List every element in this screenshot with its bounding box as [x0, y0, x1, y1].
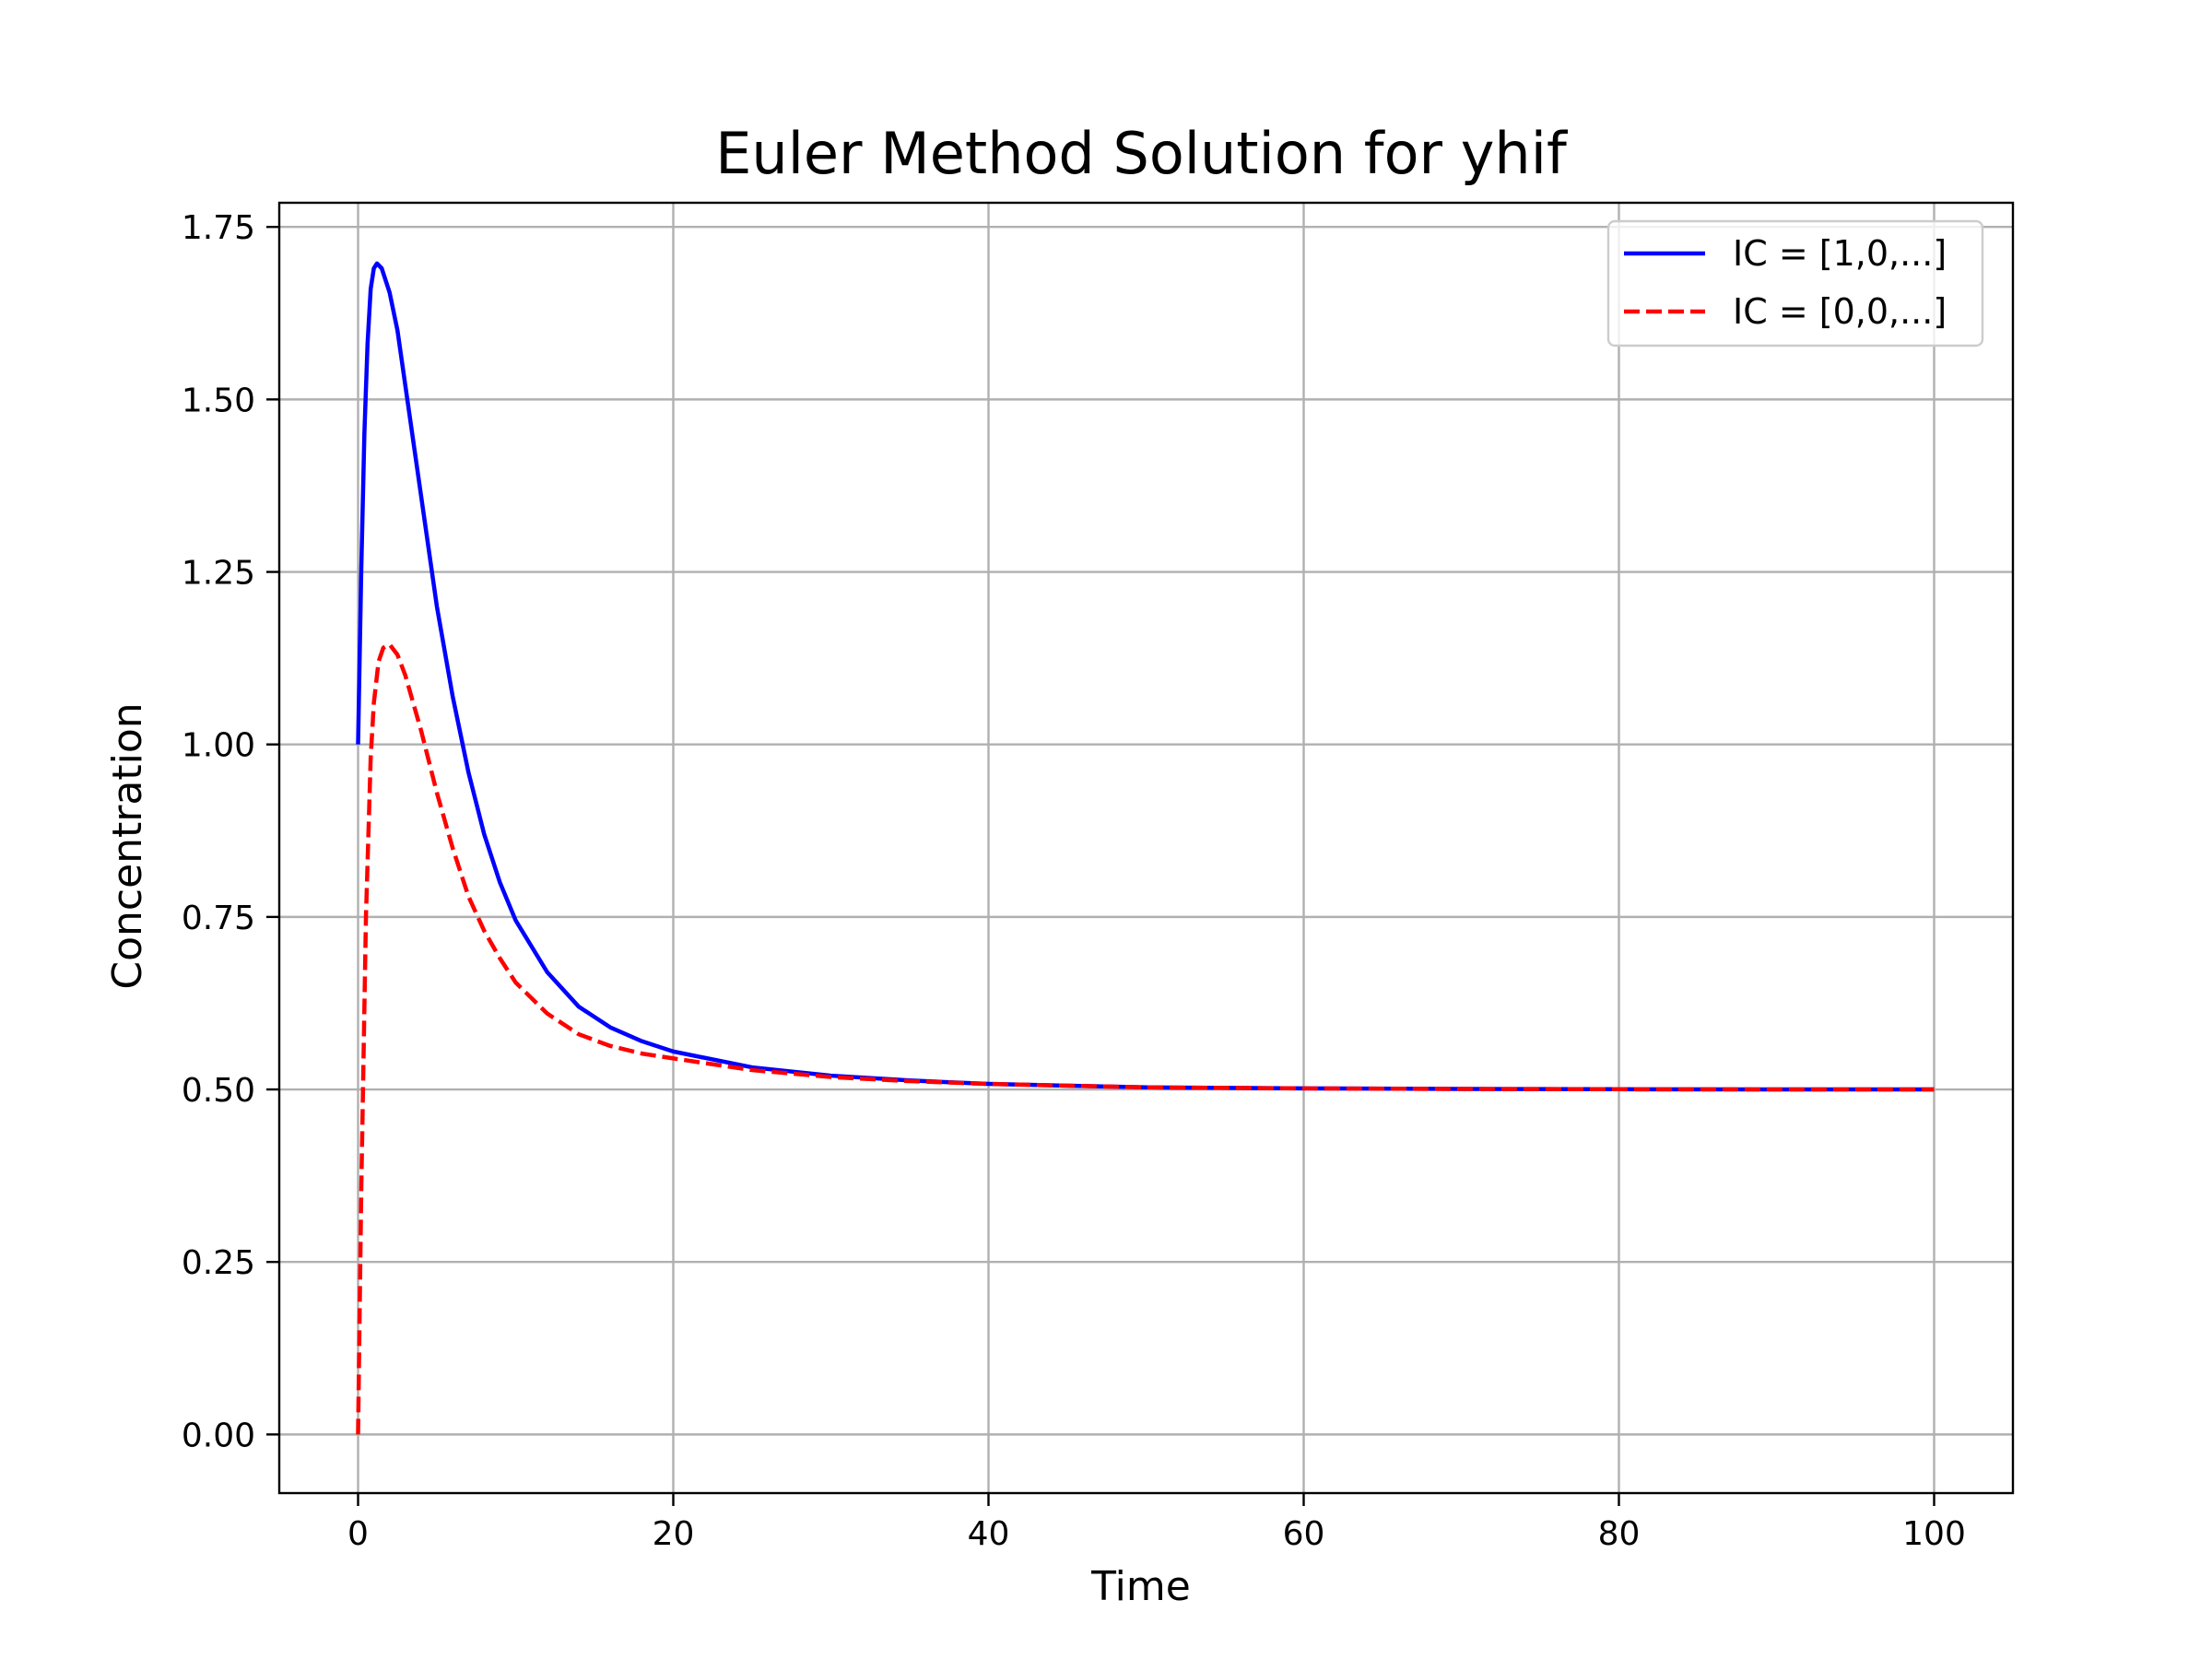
- x-tick-label: 100: [1902, 1515, 1966, 1553]
- chart-title: Euler Method Solution for yhif: [715, 120, 1569, 187]
- y-tick-label: 0.00: [182, 1417, 255, 1454]
- x-tick-label: 80: [1598, 1515, 1641, 1553]
- y-axis-label: Concentration: [104, 702, 151, 989]
- series-line-1: [356, 641, 1935, 1435]
- y-axis: 0.00 0.25 0.50 0.75 1.00 1.25 1.50 1.75: [182, 209, 279, 1454]
- y-tick-label: 0.50: [182, 1072, 255, 1110]
- y-tick-label: 1.25: [182, 555, 255, 593]
- x-tick-label: 60: [1283, 1515, 1325, 1553]
- plot-frame: [277, 201, 2015, 1495]
- x-axis-label: Time: [1090, 1563, 1191, 1610]
- grid: [279, 203, 2013, 1493]
- legend-label-ic-1: IC = [1,0,...]: [1733, 233, 1947, 274]
- y-tick-label: 0.25: [182, 1244, 255, 1282]
- x-tick-label: 40: [968, 1515, 1010, 1553]
- y-tick-label: 0.75: [182, 900, 255, 937]
- x-axis: 0 20 40 60 80 100: [347, 1493, 1966, 1553]
- series-group: [356, 261, 1935, 1435]
- y-tick-label: 1.50: [182, 382, 255, 419]
- y-tick-label: 1.00: [182, 727, 255, 765]
- x-tick-label: 0: [347, 1515, 369, 1553]
- y-tick-label: 1.75: [182, 209, 255, 247]
- legend: IC = [1,0,...] IC = [0,0,...]: [1606, 219, 1984, 347]
- x-tick-label: 20: [653, 1515, 695, 1553]
- legend-label-ic-0: IC = [0,0,...]: [1733, 291, 1947, 332]
